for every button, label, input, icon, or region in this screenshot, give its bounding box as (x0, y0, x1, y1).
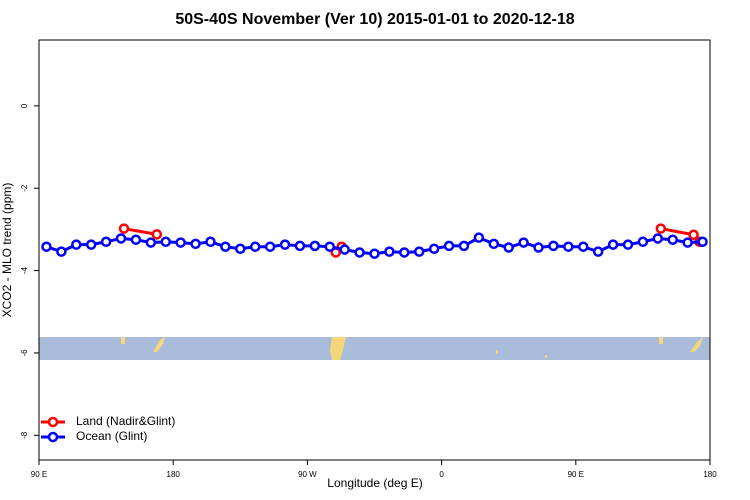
data-point (324, 241, 336, 252)
y-tick-label: -2 (20, 184, 29, 192)
land-patch (545, 355, 547, 358)
x-axis-label: Longitude (deg E) (327, 476, 422, 490)
land-patch (153, 337, 165, 352)
y-tick-label: 0 (20, 103, 29, 108)
data-point (473, 232, 485, 243)
data-point (697, 236, 708, 248)
data-point (369, 248, 380, 259)
data-point (175, 237, 186, 248)
data-point (71, 239, 82, 250)
chart-title: 50S-40S November (Ver 10) 2015-01-01 to … (175, 11, 574, 28)
legend-swatch (47, 416, 59, 428)
data-point (443, 240, 455, 252)
data-point (264, 241, 276, 252)
land-patch (496, 350, 498, 354)
data-point (190, 238, 201, 250)
ocean-band (39, 337, 710, 360)
data-point (652, 233, 664, 244)
data-point (145, 237, 157, 248)
data-point (503, 242, 514, 253)
data-point (428, 243, 440, 255)
data-point (115, 233, 127, 244)
x-tick-label: 90 W (298, 470, 317, 479)
data-point (548, 240, 559, 252)
land-patch (330, 337, 346, 360)
data-point (205, 236, 216, 248)
x-tick-label: 90 E (568, 470, 584, 479)
data-point (294, 240, 306, 252)
data-point (309, 240, 321, 252)
data-point (100, 236, 112, 248)
data-point (220, 241, 231, 252)
land-patch (659, 337, 663, 344)
data-point (688, 229, 699, 241)
x-tick-label: 0 (439, 470, 444, 479)
data-point (563, 241, 574, 252)
data-point (518, 237, 529, 248)
y-tick-label: -6 (20, 349, 29, 357)
data-point (578, 241, 589, 252)
y-tick-label: -4 (20, 266, 29, 274)
data-point (399, 247, 410, 258)
land-patch (690, 337, 703, 352)
land-patch (121, 337, 125, 344)
y-axis-label: XCO2 - MLO trend (ppm) (0, 183, 14, 318)
y-tick-label: -8 (20, 431, 29, 439)
data-point (607, 239, 619, 250)
data-point (622, 239, 634, 250)
x-tick-label: 180 (167, 470, 181, 479)
x-tick-label: 180 (703, 470, 717, 479)
data-point (533, 242, 544, 253)
data-point (235, 243, 246, 255)
legend-label: Land (Nadir&Glint) (76, 414, 175, 428)
data-point (655, 223, 667, 234)
data-point (413, 246, 425, 257)
data-point (130, 234, 142, 245)
data-point (637, 236, 649, 248)
data-point (85, 239, 97, 250)
data-point (160, 236, 171, 248)
data-point (384, 246, 395, 257)
map-strip (39, 337, 710, 360)
data-point (667, 234, 678, 245)
data-point (151, 229, 163, 240)
data-point (249, 241, 261, 252)
data-point (279, 239, 291, 250)
plot-frame (38, 39, 711, 461)
x-tick-label: 90 E (31, 470, 47, 479)
legend-swatch (47, 431, 59, 443)
data-point (592, 246, 604, 257)
legend-label: Ocean (Glint) (76, 429, 147, 443)
data-point (41, 241, 52, 252)
data-point (56, 246, 67, 257)
data-point (118, 223, 130, 234)
data-point (339, 244, 350, 255)
series-line (123, 227, 158, 236)
data-point (682, 237, 693, 248)
data-point (354, 247, 365, 258)
data-point (458, 240, 470, 252)
data-point (488, 238, 500, 250)
